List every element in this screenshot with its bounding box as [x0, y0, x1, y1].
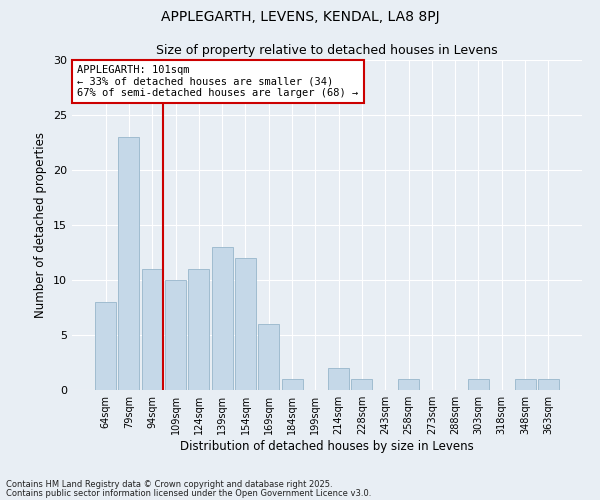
Bar — [328, 368, 349, 390]
Bar — [212, 247, 233, 390]
Bar — [188, 269, 209, 390]
Bar — [398, 379, 419, 390]
Text: APPLEGARTH: 101sqm
← 33% of detached houses are smaller (34)
67% of semi-detache: APPLEGARTH: 101sqm ← 33% of detached hou… — [77, 65, 358, 98]
Bar — [118, 137, 139, 390]
Title: Size of property relative to detached houses in Levens: Size of property relative to detached ho… — [156, 44, 498, 58]
Bar — [165, 280, 186, 390]
Bar — [352, 379, 373, 390]
Y-axis label: Number of detached properties: Number of detached properties — [34, 132, 47, 318]
Text: Contains HM Land Registry data © Crown copyright and database right 2025.: Contains HM Land Registry data © Crown c… — [6, 480, 332, 489]
Text: APPLEGARTH, LEVENS, KENDAL, LA8 8PJ: APPLEGARTH, LEVENS, KENDAL, LA8 8PJ — [161, 10, 439, 24]
Bar — [468, 379, 489, 390]
Bar — [95, 302, 116, 390]
Bar — [538, 379, 559, 390]
Bar — [281, 379, 302, 390]
Bar — [142, 269, 163, 390]
Text: Contains public sector information licensed under the Open Government Licence v3: Contains public sector information licen… — [6, 490, 371, 498]
Bar — [235, 258, 256, 390]
Bar — [515, 379, 536, 390]
X-axis label: Distribution of detached houses by size in Levens: Distribution of detached houses by size … — [180, 440, 474, 453]
Bar — [258, 324, 279, 390]
